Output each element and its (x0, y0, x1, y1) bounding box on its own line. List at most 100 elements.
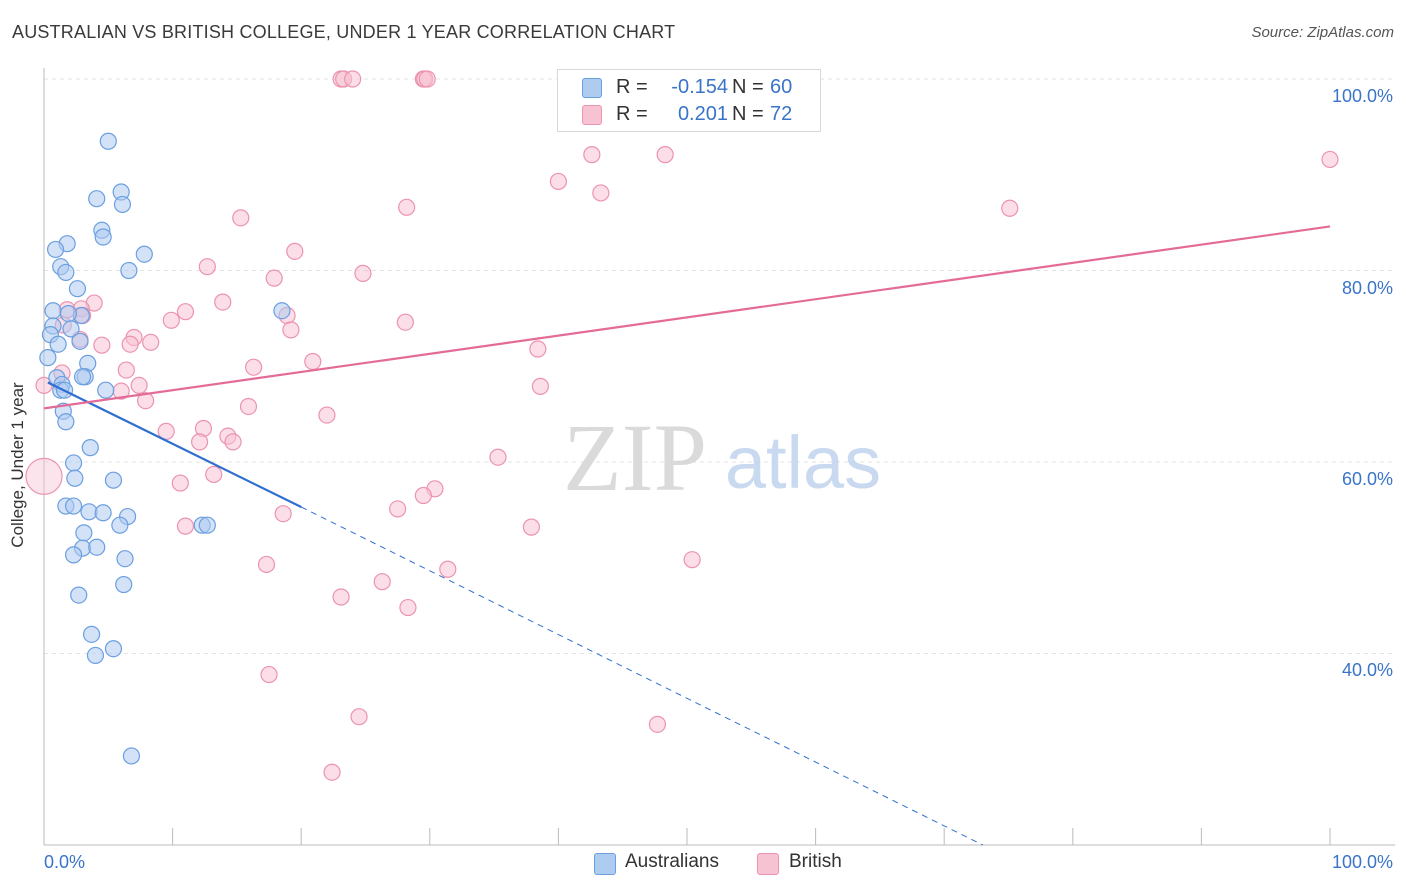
australian-point (104, 471, 123, 489)
legend-n-value: 60 (770, 76, 793, 98)
british-point (232, 209, 250, 227)
x-tick-0: 0.0% (44, 852, 86, 872)
australian-point (62, 320, 80, 338)
british-point (117, 361, 135, 379)
british-point (239, 397, 258, 416)
british-point (344, 70, 362, 88)
australian-points (39, 132, 291, 765)
legend-swatch-pink (582, 105, 602, 125)
watermark-atlas: atlas (725, 421, 881, 504)
stats-legend: R = -0.154 N = 60 R = 0.201 N = 72 (557, 69, 821, 132)
british-point (399, 598, 417, 617)
british-point (274, 505, 292, 523)
y-tick-80: 80.0% (1341, 278, 1393, 298)
australian-point (64, 497, 83, 515)
legend-n-value: 72 (770, 103, 793, 125)
australian-point (75, 524, 93, 542)
british-point (176, 303, 195, 321)
british-point (489, 448, 507, 466)
watermark-zip: ZIP (563, 404, 707, 511)
australian-point (64, 454, 83, 472)
watermark: ZIP atlas (563, 404, 881, 511)
british-point (198, 258, 216, 276)
british-point (396, 313, 414, 331)
legend-r-value: -0.154 (671, 76, 728, 98)
australian-point (111, 516, 129, 534)
legend-n-label: N = (732, 103, 764, 125)
source-label: Source: ZipAtlas.com (1251, 24, 1394, 41)
british-point (93, 336, 111, 354)
british-point (176, 517, 195, 535)
australian-point (116, 550, 134, 568)
british-point (592, 184, 610, 202)
british-point (350, 708, 368, 726)
y-tick-100: 100.0% (1331, 86, 1393, 106)
australian-point (68, 280, 87, 298)
chart-title: AUSTRALIAN VS BRITISH COLLEGE, UNDER 1 Y… (12, 22, 676, 42)
y-tick-60: 60.0% (1341, 469, 1393, 489)
bottom-legend-swatch-pink (757, 853, 779, 875)
british-point (25, 457, 63, 495)
british-point (136, 392, 155, 410)
australian-point (273, 302, 291, 320)
australian-point (113, 195, 132, 214)
bottom-legend-label: British (789, 851, 842, 872)
legend-n-label: N = (732, 76, 764, 98)
australian-point (81, 439, 99, 457)
legend-r-label: R = (616, 103, 648, 125)
australian-point (70, 586, 88, 604)
british-point (142, 333, 160, 351)
british-point (130, 376, 148, 394)
australian-point (82, 625, 101, 643)
british-point (157, 422, 175, 440)
australian-point (64, 546, 83, 564)
legend-swatch-blue (582, 78, 602, 98)
british-point (549, 172, 568, 191)
british-point (121, 335, 139, 353)
australian-point (88, 190, 106, 208)
british-point (162, 311, 180, 329)
australian-point (94, 228, 112, 246)
australian-point (57, 263, 75, 282)
australian-point (99, 132, 117, 150)
australian-point (39, 349, 57, 367)
british-point (265, 269, 283, 287)
australian-point (115, 575, 133, 594)
trend-lines (43, 225, 1331, 846)
british-point (439, 560, 457, 578)
british-point (1001, 199, 1019, 217)
british-point (245, 358, 263, 376)
legend-r-value: 0.201 (677, 103, 728, 125)
australian-trend-extension (300, 506, 984, 846)
british-point (529, 340, 547, 358)
y-axis-label: College, Under 1 year (8, 382, 27, 548)
british-point (398, 198, 416, 216)
australian-point (49, 335, 67, 353)
australian-point (120, 261, 138, 280)
british-point (304, 352, 322, 371)
british-point (354, 264, 372, 282)
british-point (318, 406, 336, 424)
australian-point (46, 240, 65, 259)
british-point (389, 500, 407, 518)
australian-point (94, 504, 112, 522)
australian-point (122, 747, 141, 765)
australian-point (71, 332, 89, 350)
axes (43, 68, 1395, 846)
australian-point (198, 516, 216, 534)
legend-r-label: R = (616, 76, 648, 98)
australian-point (66, 469, 84, 487)
british-point (656, 146, 674, 164)
australian-trend-line (47, 381, 302, 508)
british-point (418, 70, 436, 88)
x-tick-100: 100.0% (1331, 852, 1393, 872)
british-point (171, 474, 189, 492)
australian-point (97, 381, 115, 399)
australian-point (104, 640, 123, 658)
british-point (205, 465, 223, 484)
british-point (648, 715, 667, 733)
y-tick-40: 40.0% (1341, 660, 1393, 680)
british-trend-line (43, 225, 1331, 410)
british-point (257, 555, 276, 574)
